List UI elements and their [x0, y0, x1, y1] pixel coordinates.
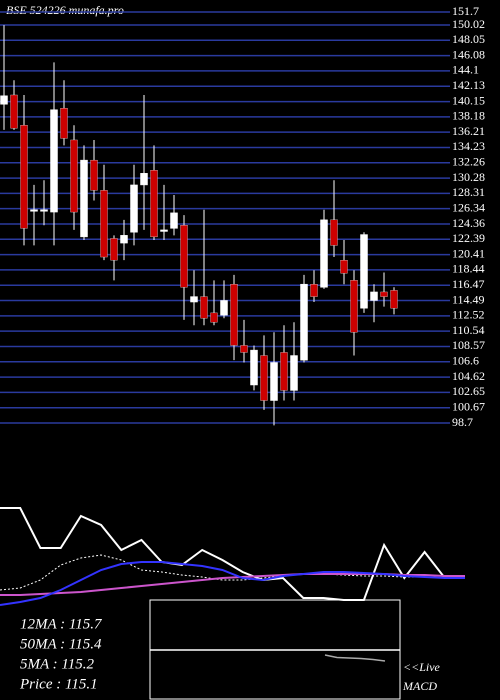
candle-body [90, 159, 98, 191]
y-tick-label: 144.1 [452, 63, 479, 77]
macd-label: <<Live [403, 660, 441, 674]
candle-body [70, 139, 78, 213]
candle-body [60, 108, 68, 139]
y-tick-label: 151.7 [452, 4, 479, 18]
y-tick-label: 104.62 [452, 369, 485, 383]
y-tick-label: 124.36 [452, 216, 485, 230]
y-tick-label: 148.05 [452, 32, 485, 46]
candle-body [150, 170, 158, 238]
ma-label: Price : 115.1 [19, 676, 98, 692]
y-tick-label: 142.13 [452, 78, 485, 92]
candle-body [240, 345, 248, 353]
candle-body [360, 234, 368, 309]
candle-body [180, 225, 188, 288]
indicator-line [0, 554, 465, 591]
candle-body [250, 349, 258, 386]
candle-body [20, 125, 28, 229]
candle-body [170, 212, 178, 229]
y-tick-label: 110.54 [452, 323, 485, 337]
y-tick-label: 126.34 [452, 200, 485, 214]
ma-label: 12MA : 115.7 [20, 616, 103, 632]
macd-line [324, 654, 386, 662]
y-tick-label: 138.18 [452, 109, 485, 123]
candle-body [310, 284, 318, 297]
y-tick-label: 116.47 [452, 277, 485, 291]
macd-label: MACD [402, 679, 437, 693]
candle-body [370, 291, 378, 301]
y-tick-label: 108.57 [452, 338, 485, 352]
ma-label: 50MA : 115.4 [20, 636, 102, 652]
candle-body [260, 355, 268, 401]
y-tick-label: 98.7 [452, 415, 473, 429]
candle-body [160, 229, 168, 232]
candle-body [210, 312, 218, 323]
indicator-line [0, 507, 465, 601]
candle-body [200, 296, 208, 319]
candle-body [0, 95, 8, 105]
candle-body [50, 109, 58, 213]
y-tick-label: 100.67 [452, 399, 485, 413]
candle-body [340, 260, 348, 274]
chart-title: BSE 524226 munafa.pro [6, 3, 124, 17]
candle-body [220, 300, 228, 316]
y-tick-label: 150.02 [452, 17, 485, 31]
candle-body [140, 173, 148, 186]
y-tick-label: 102.65 [452, 384, 485, 398]
y-tick-label: 112.52 [452, 308, 485, 322]
y-tick-label: 130.28 [452, 170, 485, 184]
candle-body [270, 362, 278, 401]
y-tick-label: 146.08 [452, 47, 485, 61]
candle-body [100, 190, 108, 258]
candle-body [380, 291, 388, 297]
y-tick-label: 120.41 [452, 246, 485, 260]
candle-body [390, 290, 398, 309]
candle-body [320, 219, 328, 288]
y-tick-label: 136.21 [452, 124, 485, 138]
candle-body [40, 209, 48, 212]
candle-body [130, 184, 138, 233]
y-tick-label: 114.49 [452, 292, 485, 306]
y-tick-label: 118.44 [452, 262, 485, 276]
candle-body [190, 296, 198, 303]
y-tick-label: 122.39 [452, 231, 485, 245]
candle-body [120, 235, 128, 244]
ma-label: 5MA : 115.2 [20, 656, 95, 672]
candle-body [80, 159, 88, 238]
indicator-line [0, 561, 465, 606]
y-tick-label: 128.31 [452, 185, 485, 199]
y-tick-label: 106.6 [452, 353, 479, 367]
y-tick-label: 132.26 [452, 155, 485, 169]
candle-body [230, 284, 238, 346]
candle-body [10, 94, 18, 129]
candle-body [110, 238, 118, 261]
candle-body [30, 209, 38, 212]
candle-body [300, 283, 308, 361]
candle-body [330, 219, 338, 246]
y-tick-label: 140.15 [452, 93, 485, 107]
candle-body [350, 280, 358, 333]
y-tick-label: 134.23 [452, 139, 485, 153]
candle-body [290, 355, 298, 391]
candle-body [280, 352, 288, 391]
